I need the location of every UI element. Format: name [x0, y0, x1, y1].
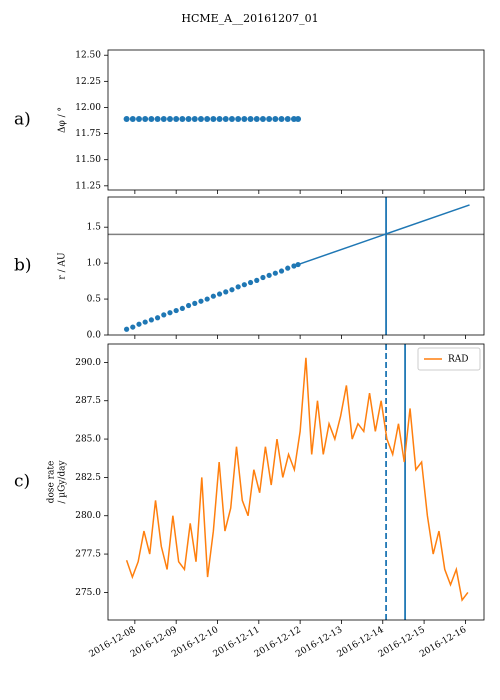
- data-point: [278, 115, 285, 122]
- data-point: [135, 115, 142, 122]
- y-tick-label: 275.0: [75, 588, 101, 598]
- data-point: [148, 115, 155, 122]
- data-point: [210, 293, 216, 299]
- y-tick-label: 290.0: [75, 358, 101, 368]
- data-point: [197, 115, 204, 122]
- data-line: [297, 204, 470, 266]
- data-point: [259, 115, 266, 122]
- data-point: [266, 115, 273, 122]
- data-point: [185, 115, 192, 122]
- y-tick-label: 0.5: [87, 295, 102, 305]
- data-point: [247, 115, 254, 122]
- panel-label: a): [14, 110, 31, 130]
- data-point: [216, 115, 223, 122]
- data-point: [241, 115, 248, 122]
- data-point: [166, 115, 173, 122]
- data-point: [142, 115, 149, 122]
- legend-label: RAD: [448, 355, 469, 365]
- data-point: [129, 115, 136, 122]
- plot-area: [125, 344, 469, 620]
- plot-area: [123, 115, 302, 122]
- axes-frame: [107, 196, 485, 336]
- y-tick-label: 282.5: [75, 473, 101, 483]
- data-point: [285, 265, 291, 271]
- data-point: [284, 115, 291, 122]
- data-point: [272, 115, 279, 122]
- data-point: [148, 317, 154, 323]
- data-point: [260, 274, 266, 281]
- data-point: [241, 282, 247, 288]
- data-point: [210, 115, 217, 122]
- y-tick-label: 1.5: [87, 223, 102, 233]
- data-point: [229, 287, 235, 293]
- data-point: [235, 115, 242, 122]
- data-point: [191, 115, 198, 122]
- panel-label: b): [14, 256, 32, 276]
- y-tick-label: 12.00: [75, 103, 101, 113]
- data-point: [179, 305, 185, 312]
- data-point: [295, 261, 301, 268]
- data-point: [266, 272, 272, 278]
- data-point: [136, 321, 142, 327]
- data-point: [167, 310, 173, 316]
- axes-frame: [107, 49, 485, 191]
- data-point: [204, 115, 211, 122]
- data-point: [247, 279, 254, 286]
- axes-frame: [107, 343, 485, 621]
- y-tick-label: 11.50: [75, 155, 101, 165]
- figure-title: HCME_A__20161207_01: [181, 12, 318, 25]
- data-point: [290, 115, 297, 122]
- data-point: [173, 307, 179, 314]
- data-point: [253, 115, 260, 122]
- data-point: [254, 277, 260, 283]
- data-point: [278, 268, 285, 274]
- y-tick-label: 277.5: [75, 550, 101, 560]
- data-point: [123, 115, 130, 122]
- y-axis-label: r / AU: [58, 252, 68, 280]
- data-point: [291, 263, 297, 269]
- y-tick-label: 12.50: [75, 51, 101, 61]
- data-point: [142, 319, 148, 325]
- data-point: [228, 115, 235, 122]
- data-point: [179, 115, 186, 122]
- y-tick-label: 287.5: [75, 396, 101, 406]
- data-point: [154, 315, 161, 321]
- y-tick-label: 11.75: [75, 129, 101, 139]
- y-tick-label: 285.0: [75, 435, 101, 445]
- y-tick-label: 1.0: [87, 259, 102, 269]
- plot-area: [108, 197, 484, 335]
- data-point: [223, 289, 229, 295]
- data-point: [204, 296, 210, 302]
- data-point: [216, 291, 223, 297]
- data-point: [160, 115, 167, 122]
- data-point: [198, 298, 204, 304]
- data-point: [130, 324, 136, 330]
- y-axis-label: / µGy/day: [58, 459, 68, 503]
- y-axis-label: Δφ / °: [58, 107, 68, 133]
- y-tick-label: 11.25: [75, 181, 101, 191]
- data-point: [185, 302, 192, 309]
- data-point: [192, 300, 198, 306]
- data-point: [161, 312, 167, 318]
- y-tick-label: 0.0: [87, 331, 102, 341]
- data-line: [125, 357, 469, 602]
- data-point: [154, 115, 161, 122]
- data-point: [295, 115, 302, 122]
- data-point: [123, 326, 130, 332]
- y-axis-label: dose rate: [47, 461, 57, 504]
- data-point: [235, 284, 241, 290]
- y-tick-label: 280.0: [75, 511, 101, 521]
- y-tick-label: 12.25: [75, 77, 101, 87]
- data-point: [173, 115, 180, 122]
- panel-label: c): [14, 472, 30, 492]
- legend-box: [417, 347, 481, 371]
- data-point: [272, 270, 278, 276]
- data-point: [222, 115, 229, 122]
